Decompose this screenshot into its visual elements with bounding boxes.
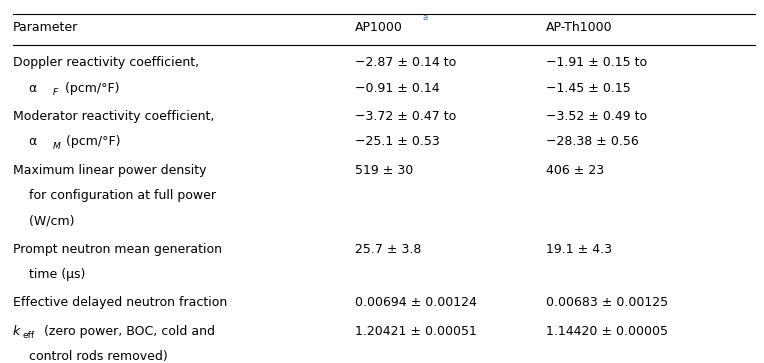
Text: F: F	[53, 88, 57, 97]
Text: 19.1 ± 4.3: 19.1 ± 4.3	[545, 242, 612, 256]
Text: α: α	[17, 82, 37, 95]
Text: (W/cm): (W/cm)	[13, 214, 74, 227]
Text: for configuration at full power: for configuration at full power	[13, 189, 215, 202]
Text: −2.87 ± 0.14 to: −2.87 ± 0.14 to	[355, 57, 457, 69]
Text: Moderator reactivity coefficient,: Moderator reactivity coefficient,	[13, 110, 214, 123]
Text: 0.00683 ± 0.00125: 0.00683 ± 0.00125	[545, 296, 668, 309]
Text: (pcm/°F): (pcm/°F)	[63, 135, 121, 148]
Text: −0.91 ± 0.14: −0.91 ± 0.14	[355, 82, 440, 95]
Text: −1.45 ± 0.15: −1.45 ± 0.15	[545, 82, 630, 95]
Text: a: a	[422, 13, 428, 21]
Text: Doppler reactivity coefficient,: Doppler reactivity coefficient,	[13, 57, 199, 69]
Text: Prompt neutron mean generation: Prompt neutron mean generation	[13, 242, 222, 256]
Text: 519 ± 30: 519 ± 30	[355, 164, 413, 177]
Text: −1.91 ± 0.15 to: −1.91 ± 0.15 to	[545, 57, 647, 69]
Text: 25.7 ± 3.8: 25.7 ± 3.8	[355, 242, 422, 256]
Text: 0.00694 ± 0.00124: 0.00694 ± 0.00124	[355, 296, 478, 309]
Text: (zero power, BOC, cold and: (zero power, BOC, cold and	[40, 325, 215, 338]
Text: −3.52 ± 0.49 to: −3.52 ± 0.49 to	[545, 110, 647, 123]
Text: Maximum linear power density: Maximum linear power density	[13, 164, 206, 177]
Text: Effective delayed neutron fraction: Effective delayed neutron fraction	[13, 296, 227, 309]
Text: −28.38 ± 0.56: −28.38 ± 0.56	[545, 135, 639, 148]
Text: eff: eff	[23, 331, 35, 340]
Text: 406 ± 23: 406 ± 23	[545, 164, 604, 177]
Text: M: M	[53, 142, 60, 151]
Text: AP-Th1000: AP-Th1000	[545, 21, 612, 34]
Text: k: k	[13, 325, 20, 338]
Text: −3.72 ± 0.47 to: −3.72 ± 0.47 to	[355, 110, 457, 123]
Text: AP1000: AP1000	[355, 21, 403, 34]
Text: −25.1 ± 0.53: −25.1 ± 0.53	[355, 135, 440, 148]
Text: (pcm/°F): (pcm/°F)	[61, 82, 119, 95]
Text: time (μs): time (μs)	[13, 268, 85, 281]
Text: 1.20421 ± 0.00051: 1.20421 ± 0.00051	[355, 325, 478, 338]
Text: control rods removed): control rods removed)	[13, 350, 167, 363]
Text: α: α	[17, 135, 37, 148]
Text: Parameter: Parameter	[13, 21, 78, 34]
Text: 1.14420 ± 0.00005: 1.14420 ± 0.00005	[545, 325, 668, 338]
